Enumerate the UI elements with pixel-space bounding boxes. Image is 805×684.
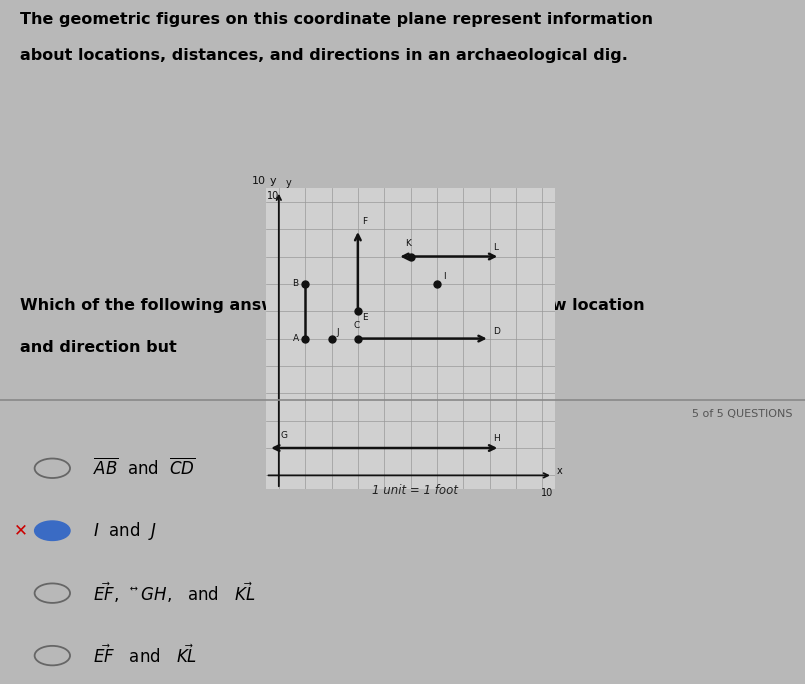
Text: B: B [292,279,299,289]
Text: 10: 10 [252,176,266,186]
Text: about locations, distances, and directions in an archaeological dig.: about locations, distances, and directio… [20,48,628,63]
Text: K: K [405,239,411,248]
Text: I: I [444,272,446,281]
Point [431,278,444,289]
Point [325,333,338,344]
Text: 10: 10 [267,191,279,201]
Text: $\overline{AB}$  and  $\overline{CD}$: $\overline{AB}$ and $\overline{CD}$ [93,458,195,479]
Ellipse shape [35,521,70,540]
Text: D: D [493,327,501,336]
Point [352,333,365,344]
Text: J: J [336,328,340,337]
Text: 1 unit = 1 foot: 1 unit = 1 foot [372,484,457,497]
Text: A: A [292,334,299,343]
Text: 5 of 5 QUESTIONS: 5 of 5 QUESTIONS [692,408,793,419]
Point [299,333,312,344]
Text: F: F [361,218,367,226]
Point [404,251,417,262]
Text: $\vec{EF}$   and   $\vec{KL}$: $\vec{EF}$ and $\vec{KL}$ [93,644,196,667]
Text: and direction but: and direction but [20,340,183,355]
Text: distance?: distance? [304,340,396,355]
Text: not: not [274,340,303,355]
Text: $\mathit{I}$  and  $\mathit{J}$: $\mathit{I}$ and $\mathit{J}$ [93,520,156,542]
Text: L: L [493,244,498,252]
Text: Which of the following answers list all the figures that show location: Which of the following answers list all … [20,298,645,313]
Text: $\vec{EF}$,   $\overleftrightarrow{GH}$,   and   $\vec{KL}$: $\vec{EF}$, $\overleftrightarrow{GH}$, a… [93,581,255,605]
Text: C: C [353,321,360,330]
Text: The geometric figures on this coordinate plane represent information: The geometric figures on this coordinate… [20,12,653,27]
Text: x: x [557,466,563,476]
Text: 10: 10 [542,488,554,498]
Point [352,306,365,317]
Text: H: H [493,434,500,443]
Text: y: y [286,178,291,188]
Point [299,278,312,289]
Text: E: E [361,313,367,321]
Text: G: G [280,431,287,440]
Text: y: y [270,176,276,186]
Text: ✕: ✕ [14,522,27,540]
